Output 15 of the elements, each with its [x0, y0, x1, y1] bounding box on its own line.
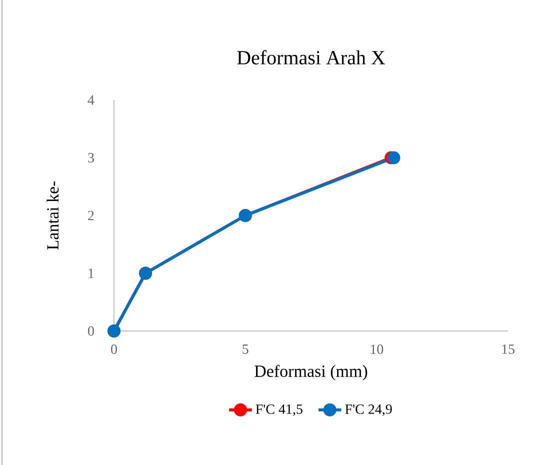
x-tick-label: 10	[370, 344, 384, 354]
point	[387, 151, 400, 164]
y-tick-label: 1	[88, 268, 94, 278]
y-tick-label: 4	[88, 95, 94, 105]
x-axis-title: Deformasi (mm)	[254, 364, 368, 380]
x-tick-label: 5	[242, 344, 248, 354]
y-tick-label: 3	[88, 153, 94, 162]
legend-label: F'C 41,5	[256, 404, 302, 416]
chart-title: Deformasi Arah X	[237, 50, 386, 64]
y-tick-label: 2	[88, 210, 94, 220]
y-tick-label: 0	[88, 326, 94, 336]
x-tick-label: 15	[502, 344, 514, 354]
y-axis-title: Lantai ke-	[46, 181, 59, 250]
legend-label: F'C 24,9	[345, 404, 392, 416]
x-tick-label: 0	[111, 344, 117, 354]
